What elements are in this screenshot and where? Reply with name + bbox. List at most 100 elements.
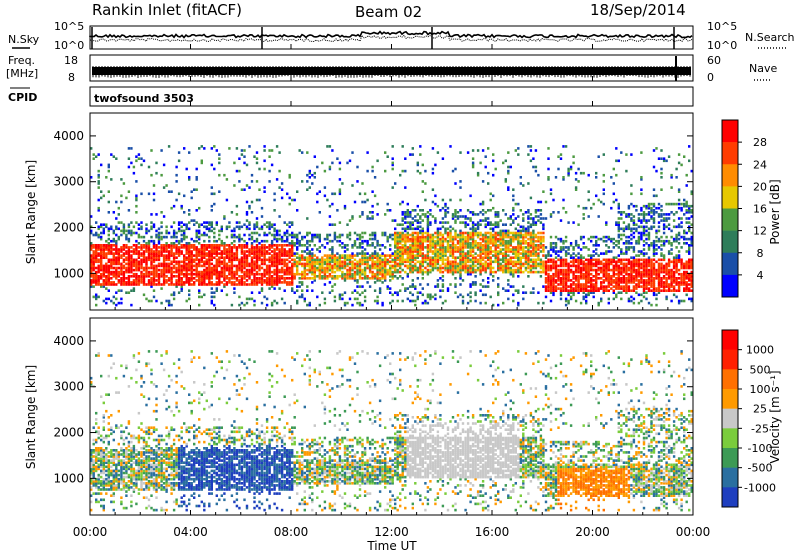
power-cell xyxy=(157,227,161,231)
power-cell xyxy=(481,256,485,259)
power-cell xyxy=(140,270,143,274)
power-cell xyxy=(328,254,332,257)
power-cell xyxy=(509,215,512,218)
power-cell xyxy=(569,291,573,294)
power-cell xyxy=(177,272,181,276)
power-cell xyxy=(157,237,161,241)
power-cell xyxy=(476,149,480,152)
power-cell xyxy=(564,272,568,276)
power-cell xyxy=(512,252,515,255)
power-cell xyxy=(602,275,605,278)
power-cell xyxy=(564,250,568,253)
power-cell xyxy=(263,270,266,274)
power-cell xyxy=(346,254,349,257)
power-cell xyxy=(582,262,585,266)
power-cell xyxy=(137,250,141,253)
power-cell xyxy=(326,242,329,245)
power-cell xyxy=(441,235,445,239)
power-cell xyxy=(240,149,244,152)
power-cell xyxy=(492,153,495,156)
power-cell xyxy=(522,270,525,274)
power-cell xyxy=(343,262,347,266)
power-cell xyxy=(275,275,279,278)
power-cell xyxy=(466,242,470,245)
power-cell xyxy=(97,248,100,251)
power-cell xyxy=(461,221,465,224)
noise-ytick-left: 10^5 xyxy=(54,20,84,33)
power-cell xyxy=(157,233,161,237)
power-cell xyxy=(373,246,377,249)
power-cell xyxy=(170,235,173,239)
power-cell xyxy=(102,272,105,276)
power-cell xyxy=(534,254,538,257)
power-cell xyxy=(135,277,138,280)
power-cell xyxy=(110,270,113,274)
power-cell xyxy=(401,250,404,253)
power-cell xyxy=(157,277,161,280)
power-cell xyxy=(456,235,460,239)
power-cell xyxy=(311,237,314,241)
power-cell xyxy=(562,206,565,210)
power-cell xyxy=(218,258,221,262)
power-cell xyxy=(338,190,342,193)
power-cell xyxy=(461,301,465,305)
power-cell xyxy=(590,260,593,264)
power-cell xyxy=(434,256,437,259)
power-cell xyxy=(125,277,128,280)
power-cell xyxy=(102,254,105,257)
power-cell xyxy=(331,270,334,274)
power-cell xyxy=(497,233,500,237)
power-cell xyxy=(122,182,126,185)
power-cell xyxy=(454,219,457,222)
power-cell xyxy=(559,287,563,290)
power-cell xyxy=(283,272,286,276)
power-cell xyxy=(549,275,553,278)
power-cell xyxy=(283,268,286,272)
power-cell xyxy=(208,264,211,268)
power-cell xyxy=(122,223,126,226)
power-cell xyxy=(328,264,332,268)
power-cell xyxy=(245,270,249,274)
power-cell xyxy=(474,299,477,303)
power-cell xyxy=(135,244,138,247)
power-cell xyxy=(466,231,470,235)
power-cell xyxy=(152,250,156,253)
power-cell xyxy=(97,235,100,239)
power-cell xyxy=(198,235,201,239)
power-cell xyxy=(140,252,143,255)
power-cell xyxy=(180,266,183,270)
power-cell xyxy=(117,279,120,282)
power-cell xyxy=(203,279,206,282)
power-cell xyxy=(293,260,296,264)
power-cell xyxy=(557,277,560,280)
power-cell xyxy=(306,256,309,259)
power-cell xyxy=(509,262,512,266)
power-cell xyxy=(414,254,417,257)
power-cell xyxy=(590,254,593,257)
power-cell xyxy=(165,250,168,253)
power-cell xyxy=(479,254,482,257)
power-cell xyxy=(183,272,186,276)
power-cell xyxy=(424,299,427,303)
power-cell xyxy=(137,246,141,249)
power-cell xyxy=(205,277,208,280)
power-cell xyxy=(504,252,507,255)
power-cell xyxy=(273,262,276,266)
power-cell xyxy=(607,301,610,305)
power-cell xyxy=(371,258,374,262)
power-cell xyxy=(368,237,372,241)
power-cell xyxy=(471,163,475,167)
power-cell xyxy=(404,246,407,249)
power-cell xyxy=(514,264,517,268)
power-cell xyxy=(484,242,487,245)
power-cell xyxy=(343,279,347,282)
power-cell xyxy=(288,260,291,264)
power-cell xyxy=(476,231,480,235)
power-cell xyxy=(132,272,136,276)
power-cell xyxy=(107,281,110,284)
power-cell xyxy=(409,260,412,264)
power-cell xyxy=(519,246,522,249)
power-cell xyxy=(270,283,274,286)
power-cell xyxy=(263,186,266,189)
power-cell xyxy=(587,275,590,278)
